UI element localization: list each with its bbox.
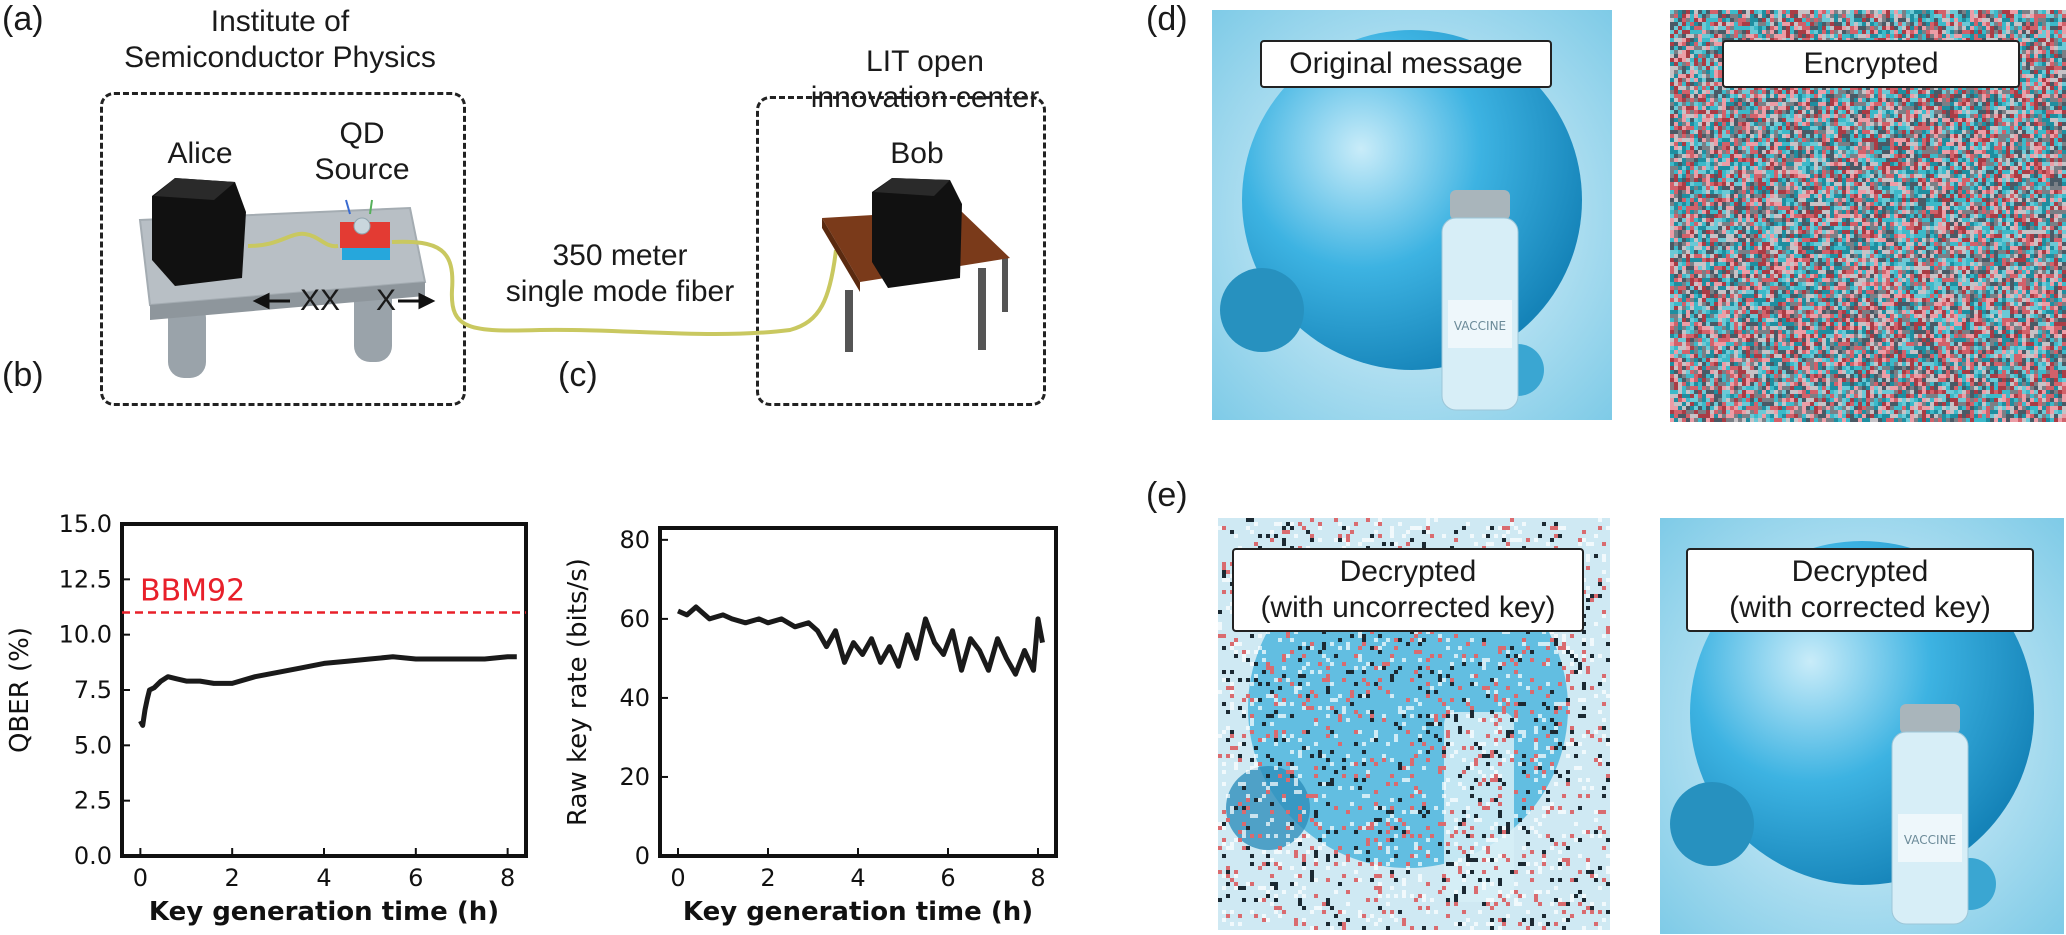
- y-tick-label: 0.0: [74, 842, 112, 870]
- x-tick-label: 2: [760, 864, 775, 892]
- panel-label-e: (e): [1146, 476, 1188, 514]
- y-tick-label: 10.0: [59, 621, 112, 649]
- series-line: [138, 654, 517, 728]
- fiber-path: [247, 231, 838, 337]
- x-tick-label: 0: [670, 864, 685, 892]
- original-caption: Original message: [1260, 40, 1552, 88]
- x-tick-label: 8: [1030, 864, 1045, 892]
- qd-source-label: QD Source: [302, 116, 422, 188]
- fiber-line2: single mode fiber: [505, 275, 735, 308]
- y-tick-label: 80: [619, 526, 650, 554]
- y-tick-label: 15.0: [59, 510, 112, 538]
- right-site-box: [756, 96, 1046, 406]
- bob-label: Bob: [890, 137, 944, 170]
- panel-label-b: (b): [2, 356, 44, 394]
- qd-source-line2: Source: [314, 153, 410, 186]
- x-tick-label: 2: [225, 864, 240, 892]
- xx-label: XX: [299, 284, 341, 317]
- panel-label-a: (a): [2, 0, 44, 38]
- plot-frame: [658, 526, 1058, 858]
- y-tick-label: 0: [635, 842, 650, 870]
- left-site-line2: Semiconductor Physics: [124, 41, 436, 74]
- y-tick-label: 2.5: [74, 787, 112, 815]
- panel-label-d: (d): [1146, 0, 1188, 38]
- svg-text:VACCINE: VACCINE: [1454, 319, 1506, 333]
- vaccine-vial-icon: VACCINE: [1441, 190, 1519, 411]
- y-tick-label: 40: [619, 684, 650, 712]
- y-tick-label: 60: [619, 605, 650, 633]
- x-label: X: [375, 284, 396, 317]
- y-axis-label: QBER (%): [5, 627, 35, 753]
- y-tick-label: 12.5: [59, 565, 112, 593]
- y-tick-label: 5.0: [74, 731, 112, 759]
- alice-label: Alice: [167, 137, 233, 170]
- x-tick-label: 6: [940, 864, 955, 892]
- decrypted-corrected-line2: (with corrected key): [1729, 591, 1991, 624]
- threshold-label: BBM92: [140, 574, 245, 609]
- x-tick-label: 4: [850, 864, 865, 892]
- vaccine-vial-icon: VACCINE: [1891, 704, 1969, 925]
- bob-device: [872, 178, 962, 288]
- encrypted-caption: Encrypted: [1722, 40, 2020, 88]
- qber-chart: 0 2 4 6 8 0.0 2.5 5.0 7.5 10.0 12.5 15.0 Key generat…: [5, 510, 528, 927]
- fiber-line1: 350 meter: [552, 239, 688, 272]
- x-axis-label: Key generation time (h): [149, 897, 499, 927]
- x-tick-label: 0: [133, 864, 148, 892]
- series-line: [677, 604, 1045, 677]
- decrypted-uncorrected-line2: (with uncorrected key): [1260, 591, 1556, 624]
- virus-icon: [1220, 268, 1304, 352]
- left-site-title: Institute of Semiconductor Physics: [70, 4, 490, 76]
- right-site-line1: LIT open: [866, 45, 984, 78]
- x-tick-label: 8: [500, 864, 515, 892]
- decrypted-corrected-line1: Decrypted: [1791, 555, 1929, 588]
- left-site-line1: Institute of: [210, 5, 350, 38]
- decrypted-uncorrected-caption: Decrypted (with uncorrected key): [1232, 548, 1584, 632]
- decrypted-uncorrected-line1: Decrypted: [1339, 555, 1477, 588]
- y-axis-label: Raw key rate (bits/s): [563, 558, 593, 826]
- fiber-label: 350 meter single mode fiber: [470, 238, 770, 310]
- direction-arrows: [252, 292, 436, 310]
- qd-source-line1: QD: [339, 117, 385, 150]
- x-axis-label: Key generation time (h): [683, 897, 1033, 927]
- qd-source-device: [340, 199, 390, 260]
- alice-device: [152, 178, 246, 286]
- x-tick-label: 6: [408, 864, 423, 892]
- virus-icon: [1670, 782, 1754, 866]
- svg-text:VACCINE: VACCINE: [1904, 833, 1956, 847]
- left-site-box: [100, 92, 466, 406]
- panel-label-c: (c): [558, 356, 598, 394]
- y-tick-label: 20: [619, 763, 650, 791]
- decrypted-corrected-caption: Decrypted (with corrected key): [1686, 548, 2034, 632]
- setup-illustration: [138, 178, 1010, 378]
- x-tick-label: 4: [316, 864, 331, 892]
- y-tick-label: 7.5: [74, 676, 112, 704]
